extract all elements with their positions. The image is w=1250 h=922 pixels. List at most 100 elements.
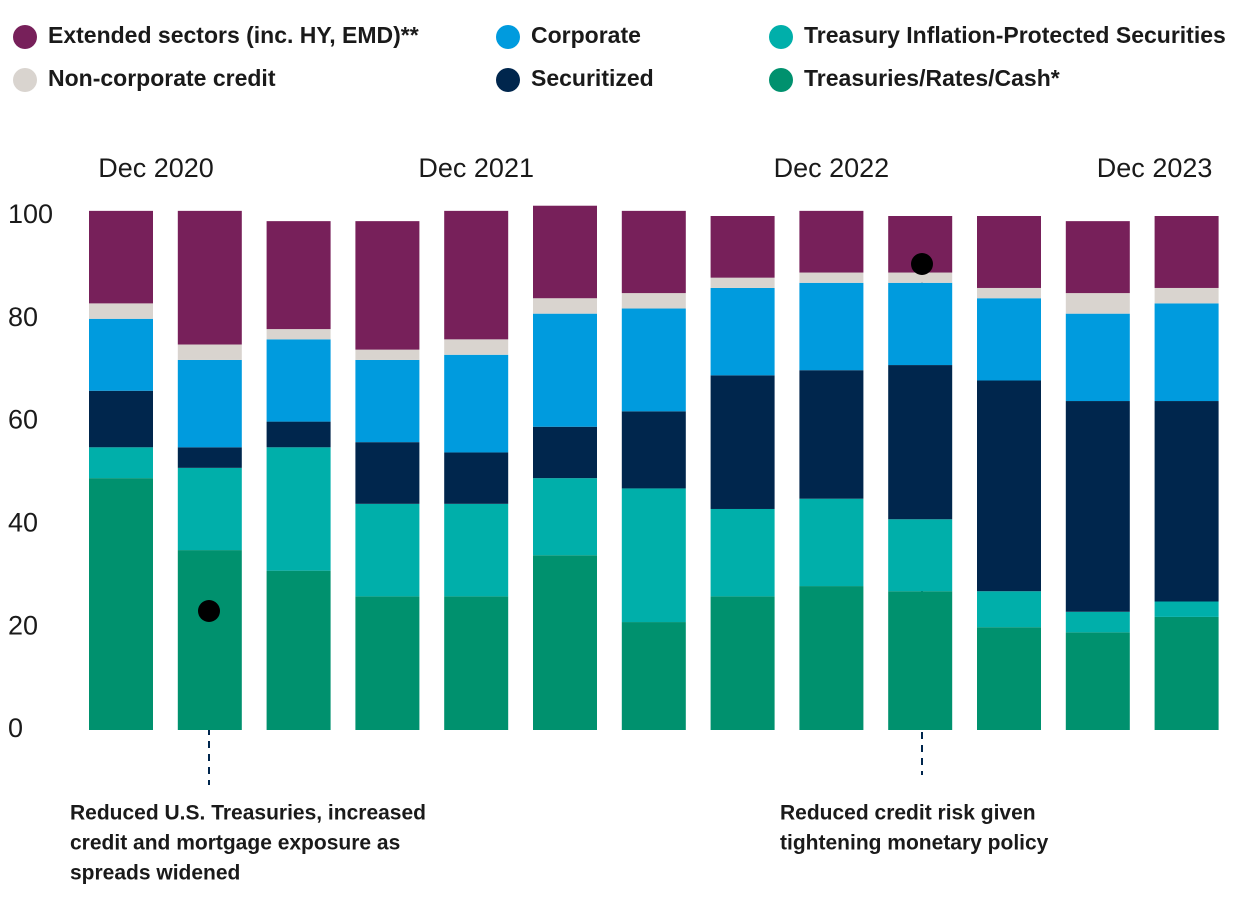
- bar-segment: [444, 339, 509, 355]
- bar-segment: [533, 555, 597, 730]
- bar-segment: [1065, 611, 1130, 633]
- bar-segment: [177, 447, 242, 468]
- bar-segment: [977, 627, 1041, 730]
- bar-segment: [177, 344, 242, 360]
- bar-segment: [177, 359, 242, 448]
- bar-segment: [888, 365, 953, 520]
- bar-segment: [888, 272, 953, 283]
- bar-segment: [710, 375, 775, 509]
- bar-segment: [1154, 616, 1219, 730]
- bar-segment: [1154, 216, 1219, 288]
- legend-swatch: [13, 25, 37, 49]
- bar-segment: [799, 370, 864, 499]
- bar-segment: [1065, 632, 1130, 730]
- bar-segment: [444, 210, 509, 340]
- x-tick-label: Dec 2023: [1097, 153, 1213, 183]
- y-tick-label: 80: [8, 302, 38, 332]
- bar-segment: [533, 205, 597, 299]
- legend-label: Treasuries/Rates/Cash*: [804, 65, 1060, 91]
- bar-segment: [710, 596, 775, 730]
- bar-segment: [533, 478, 597, 556]
- bar-segment: [89, 318, 153, 391]
- bar-segment: [266, 447, 331, 571]
- bar-segment: [977, 380, 1041, 592]
- legend-swatch: [496, 25, 520, 49]
- annotation-dot: [911, 253, 933, 275]
- bar-segment: [444, 503, 509, 597]
- bar-segment: [444, 354, 509, 453]
- annotation: tightening monetary policy: [780, 832, 1049, 855]
- bar-segment: [177, 210, 242, 345]
- bar-segment: [355, 221, 420, 350]
- legend-swatch: [769, 25, 793, 49]
- bar-segment: [888, 591, 953, 730]
- bar-segment: [355, 349, 420, 360]
- bar-segment: [1154, 287, 1219, 304]
- bar-segment: [266, 221, 331, 330]
- legend-label: Treasury Inflation-Protected Securities: [804, 22, 1226, 48]
- bar-segment: [710, 216, 775, 278]
- y-tick-label: 20: [8, 610, 38, 640]
- bar-segment: [888, 519, 953, 592]
- y-tick-label: 100: [8, 199, 53, 229]
- bar-segment: [533, 313, 597, 427]
- bar-segment: [710, 277, 775, 288]
- bar-segment: [1154, 303, 1219, 402]
- legend-swatch: [769, 68, 793, 92]
- y-tick-label: 0: [8, 713, 23, 743]
- bar-segment: [444, 596, 509, 730]
- bar-segment: [621, 210, 686, 294]
- bar-segment: [89, 447, 153, 479]
- bar-segment: [1065, 313, 1130, 402]
- bar-segment: [799, 586, 864, 730]
- bar-segment: [89, 303, 153, 319]
- bar-segment: [977, 298, 1041, 381]
- annotation: spreads widened: [70, 862, 240, 885]
- legend-label: Non-corporate credit: [48, 65, 276, 91]
- bar-segment: [621, 308, 686, 412]
- y-tick-label: 60: [8, 405, 38, 435]
- x-tick-label: Dec 2021: [418, 153, 534, 183]
- bar-segment: [1154, 601, 1219, 617]
- plot: [89, 205, 1219, 730]
- bar-segment: [355, 596, 420, 730]
- bar-segment: [799, 498, 864, 587]
- x-tick-label: Dec 2020: [98, 153, 214, 183]
- legend-swatch: [496, 68, 520, 92]
- bar-segment: [799, 282, 864, 371]
- bar-segment: [977, 287, 1041, 299]
- bar-segment: [1065, 293, 1130, 314]
- bar-segment: [89, 478, 153, 730]
- bar-segment: [533, 426, 597, 479]
- legend-label: Corporate: [531, 22, 641, 48]
- bar-segment: [177, 550, 242, 730]
- bar-segment: [977, 216, 1041, 288]
- bar-segment: [266, 421, 331, 448]
- bar-segment: [89, 210, 153, 304]
- bar-segment: [621, 488, 686, 623]
- bar-segment: [177, 467, 242, 551]
- bar-segment: [355, 359, 420, 443]
- annotation: Reduced credit risk given: [780, 802, 1036, 825]
- bar-segment: [1154, 401, 1219, 602]
- bar-segment: [266, 570, 331, 730]
- bar-segment: [621, 411, 686, 489]
- bar-segment: [533, 298, 597, 314]
- bar-segment: [977, 591, 1041, 628]
- bar-segment: [621, 293, 686, 309]
- bar-segment: [355, 503, 420, 597]
- legend-label: Securitized: [531, 65, 654, 91]
- bar-segment: [1065, 401, 1130, 612]
- annotation: credit and mortgage exposure as: [70, 832, 400, 855]
- y-tick-label: 40: [8, 508, 38, 538]
- annotation-dot: [198, 600, 220, 622]
- bar-segment: [799, 272, 864, 283]
- x-tick-label: Dec 2022: [774, 153, 890, 183]
- bar-segment: [1065, 221, 1130, 294]
- legend-swatch: [13, 68, 37, 92]
- bar-segment: [710, 287, 775, 376]
- legend-label: Extended sectors (inc. HY, EMD)**: [48, 22, 419, 48]
- bar-segment: [266, 339, 331, 422]
- bar-segment: [266, 329, 331, 340]
